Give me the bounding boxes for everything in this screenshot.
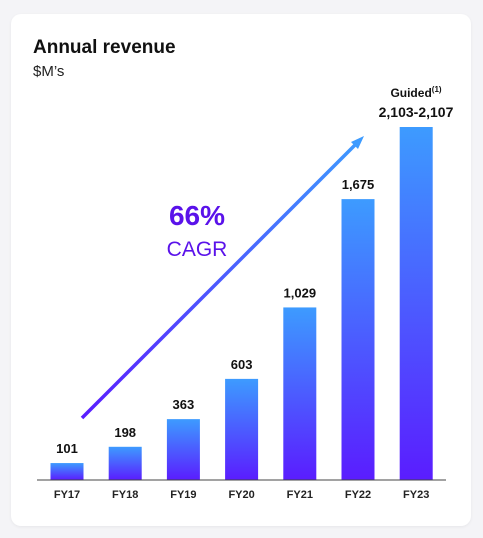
x-tick-fy18: FY18 [112, 489, 138, 501]
value-label-fy22: 1,675 [342, 177, 375, 192]
chart-title: Annual revenue [33, 37, 176, 58]
guided-note: Guided(1) [390, 85, 441, 100]
value-label-fy23: 2,103-2,107 [379, 104, 454, 120]
x-tick-fy21: FY21 [287, 489, 313, 501]
bar-fy19 [166, 419, 200, 480]
x-tick-fy23: FY23 [403, 489, 429, 501]
value-label-fy21: 1,029 [284, 285, 317, 300]
bar-fy18 [108, 446, 142, 480]
bar-group: 101 FY17 198 FY18 363 FY19 603 FY20 1,029 FY21 1,6… [50, 104, 454, 501]
guided-footnote-marker: (1) [432, 85, 442, 94]
bar-fy17 [50, 463, 84, 480]
chart-subtitle: $M’s [33, 63, 65, 80]
cagr-value: 66% [169, 200, 225, 231]
bar-fy22 [341, 199, 375, 481]
value-label-fy17: 101 [56, 441, 78, 456]
x-tick-fy17: FY17 [54, 489, 80, 501]
cagr-label: CAGR [167, 238, 228, 261]
value-label-fy18: 198 [114, 425, 136, 440]
x-tick-fy20: FY20 [228, 489, 254, 501]
bar-fy20 [225, 378, 259, 480]
x-tick-fy22: FY22 [345, 489, 371, 501]
x-tick-fy19: FY19 [170, 489, 196, 501]
value-label-fy19: 363 [173, 397, 195, 412]
cagr-arrow [80, 136, 364, 420]
value-label-fy20: 603 [231, 357, 253, 372]
bar-fy21 [283, 307, 317, 480]
bar-fy23 [399, 127, 433, 480]
